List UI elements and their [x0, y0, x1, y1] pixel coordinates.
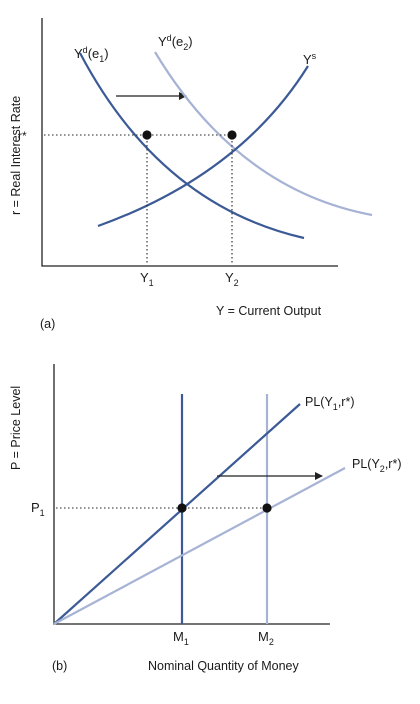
- yd-e1-label: Yd(e1): [74, 45, 109, 64]
- axes-a: [41, 18, 338, 267]
- point-m2-p1: [262, 503, 272, 513]
- equilibrium-point-y2: [227, 130, 237, 140]
- panel-a: r = Real Interest Rate Yd(e1) Yd(e2) Ys …: [9, 18, 373, 331]
- y1-label: Y1: [140, 270, 154, 288]
- ys-curve: [97, 65, 309, 228]
- x-axis-label-a: Y = Current Output: [216, 304, 322, 318]
- y-axis-label-a: r = Real Interest Rate: [9, 96, 23, 215]
- pl-y2-label: PL(Y2,r*): [352, 457, 401, 474]
- r-star-label: r*: [18, 129, 27, 143]
- x-axis-label-b: Nominal Quantity of Money: [148, 659, 300, 673]
- panel-b: P = Price Level PL(Y1,r*) PL(Y2,r*) P1 M…: [9, 364, 401, 673]
- yd-e1-curve: [79, 52, 305, 240]
- ys-label: Ys: [303, 51, 317, 67]
- pl-y1-line: [53, 403, 301, 625]
- yd-e2-curve: [154, 51, 373, 217]
- m2-label: M2: [258, 629, 274, 647]
- axes-b: [53, 364, 330, 625]
- equilibrium-point-y1: [142, 130, 152, 140]
- yd-e2-label: Yd(e2): [158, 33, 193, 52]
- p1-label: P1: [31, 500, 45, 518]
- pl-y2-line: [53, 467, 346, 625]
- panel-label-b: (b): [52, 659, 67, 673]
- pl-y1-label: PL(Y1,r*): [305, 395, 354, 412]
- y-axis-label-b: P = Price Level: [9, 386, 23, 470]
- point-m1-p1: [177, 503, 187, 513]
- y2-label: Y2: [225, 270, 239, 288]
- panel-label-a: (a): [40, 317, 55, 331]
- m1-label: M1: [173, 629, 189, 647]
